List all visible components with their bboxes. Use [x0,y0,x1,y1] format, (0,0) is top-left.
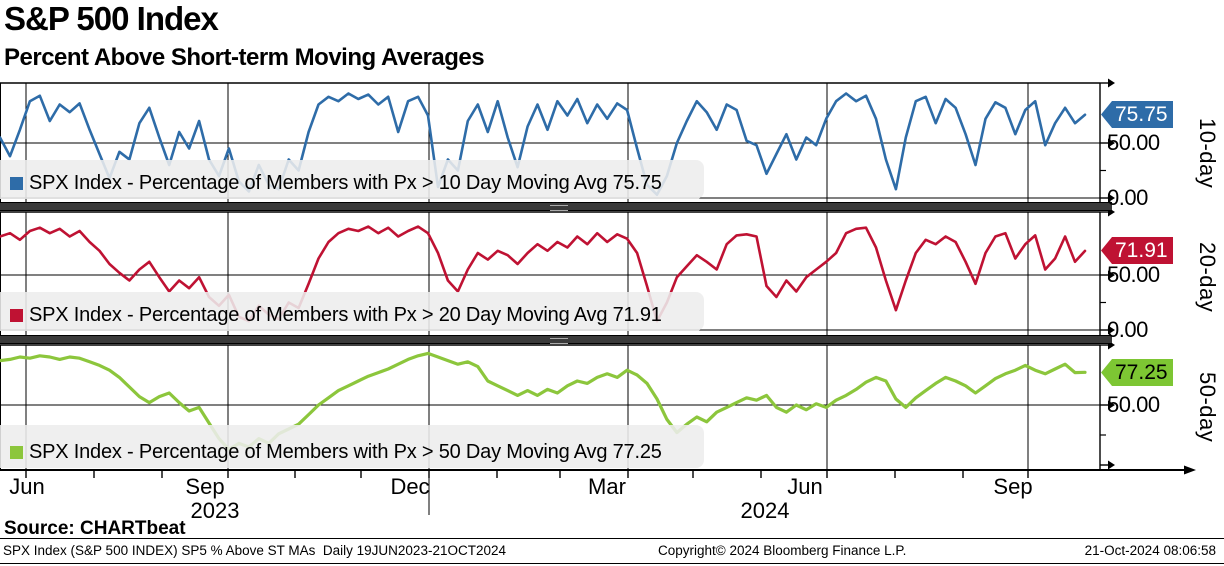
chart-description: SPX Index (S&P 500 INDEX) SP5 % Above ST… [3,543,506,558]
footer-bottom-divider [0,563,1224,564]
panel-separator[interactable] [0,335,1112,344]
panel-separator[interactable] [0,202,1112,211]
xtick-sep-2024: Sep [993,474,1033,499]
footer-divider [0,538,1224,539]
xtick-dec-2023: Dec [390,474,430,499]
legend-label-10day: SPX Index - Percentage of Members with P… [29,172,662,194]
xtick-sep-2023: Sep [185,474,225,499]
axes-and-ticks [0,78,1196,515]
legend-swatch-red-icon [10,309,23,322]
last-value-badge-20day: 71.91 [1101,237,1173,264]
ytick-20day-50: 50.00 [1107,262,1160,287]
series-line-10-day [0,92,1087,196]
legend-band-20day: SPX Index - Percentage of Members with P… [0,292,704,331]
panel-label-50day: 50-day [1195,371,1220,443]
panel-resize-handle[interactable] [550,338,568,344]
grid-lines [0,82,1100,470]
series-line-20-day [0,225,1087,323]
legend-label-50day: SPX Index - Percentage of Members with P… [29,441,662,463]
series-line-50-day [0,351,1087,451]
xtick-mar-2024: Mar [588,474,626,499]
ytick-10day-0: 0.00 [1107,185,1148,210]
panel-label-20day: 20-day [1195,241,1220,313]
year-label-2024: 2024 [740,498,790,523]
timestamp: 21-Oct-2024 08:06:58 [1084,543,1216,558]
legend-row: SPX Index - Percentage of Members with P… [10,304,662,327]
legend-label-20day: SPX Index - Percentage of Members with P… [29,304,662,326]
page-subtitle: Percent Above Short-term Moving Averages [4,44,485,71]
legend-row: SPX Index - Percentage of Members with P… [10,441,662,464]
panel-resize-handle[interactable] [550,205,568,211]
xtick-jun-2023: Jun [9,474,45,499]
copyright-notice: Copyright© 2024 Bloomberg Finance L.P. [658,543,907,558]
xtick-jun-2024: Jun [787,474,823,499]
source-label: Source: CHARTbeat [4,518,186,539]
legend-swatch-blue-icon [10,177,23,190]
last-value-badge-50day: 77.25 [1101,359,1173,386]
legend-band-50day: SPX Index - Percentage of Members with P… [0,425,704,468]
ytick-20day-0: 0.00 [1107,317,1148,342]
panel-label-10day: 10-day [1195,117,1220,189]
legend-band-10day: SPX Index - Percentage of Members with P… [0,160,704,199]
page-title: S&P 500 Index [4,0,219,37]
ytick-10day-50: 50.00 [1107,130,1160,155]
ytick-50day-50: 50.00 [1107,392,1160,417]
last-value-badge-10day: 75.75 [1101,101,1173,128]
legend-row: SPX Index - Percentage of Members with P… [10,172,662,195]
year-label-2023: 2023 [190,498,240,523]
series-lines [0,92,1087,451]
legend-swatch-green-icon [10,446,23,459]
